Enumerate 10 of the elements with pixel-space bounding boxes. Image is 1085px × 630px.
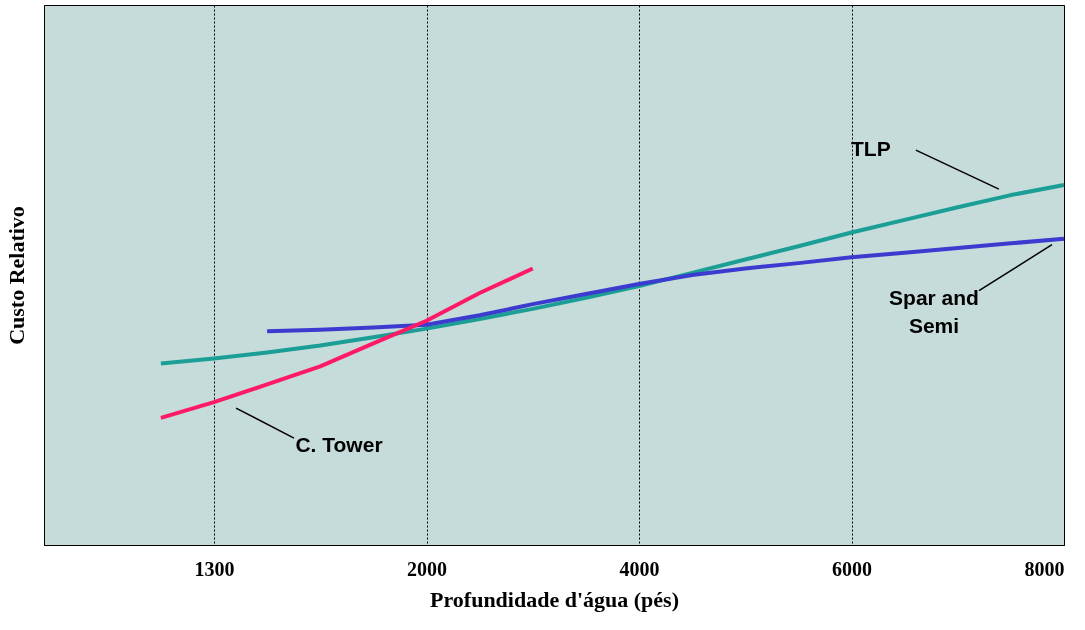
y-axis-title: Custo Relativo — [3, 206, 29, 345]
x-tick-label: 2000 — [407, 557, 447, 580]
x-axis-title: Profundidade d'água (pés) — [430, 586, 679, 612]
x-tick-label: 8000 — [1024, 557, 1065, 580]
text: TLP — [851, 137, 891, 161]
x-tick-label: 4000 — [619, 557, 660, 580]
x-tick-label: 6000 — [832, 557, 872, 580]
text: C. Tower — [295, 433, 383, 457]
series-label: Spar and Semi — [889, 285, 979, 337]
x-tick-label: 1300 — [194, 557, 235, 580]
